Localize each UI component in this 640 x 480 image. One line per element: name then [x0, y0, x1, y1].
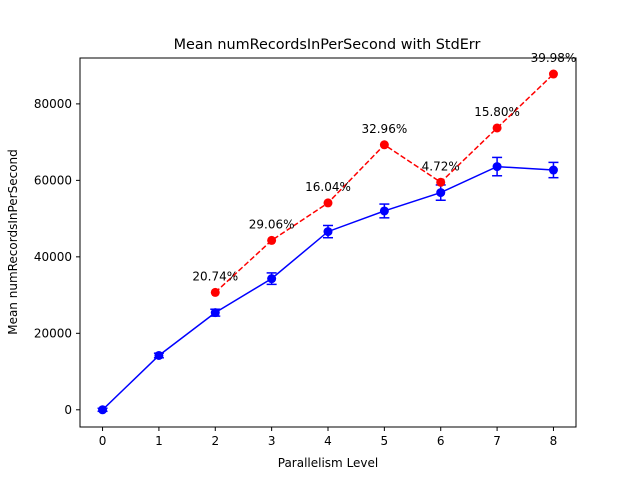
x-axis-label: Parallelism Level [278, 456, 379, 470]
series-1-point [267, 235, 277, 245]
series-1-point [548, 69, 558, 79]
series-1-point [379, 140, 389, 150]
series-0-point [98, 405, 108, 415]
series-0-point [379, 206, 389, 216]
x-tick-label: 0 [99, 434, 107, 448]
y-tick-label: 60000 [34, 173, 72, 187]
y-tick-label: 0 [64, 403, 72, 417]
x-tick-label: 3 [268, 434, 276, 448]
y-tick-label: 80000 [34, 97, 72, 111]
plot-area [97, 69, 559, 415]
chart-title: Mean numRecordsInPerSecond with StdErr [174, 37, 481, 53]
x-tick-label: 7 [493, 434, 501, 448]
x-tick-label: 1 [155, 434, 163, 448]
y-tick-label: 20000 [34, 326, 72, 340]
data-label: 39.98% [531, 51, 577, 65]
series-0-point [436, 188, 446, 198]
series-1-point [210, 287, 220, 297]
data-label: 32.96% [361, 122, 407, 136]
series-0-point [323, 227, 333, 237]
series-0-point [548, 165, 558, 175]
data-label: 20.74% [192, 269, 238, 283]
y-axis-label: Mean numRecordsInPerSecond [6, 149, 20, 335]
x-tick-label: 5 [381, 434, 389, 448]
x-tick-label: 8 [550, 434, 558, 448]
series-1-point [323, 198, 333, 208]
series-0-point [210, 308, 220, 318]
data-label: 15.80% [474, 105, 520, 119]
series-0-point [154, 350, 164, 360]
data-label: 16.04% [305, 180, 351, 194]
data-label: 4.72% [422, 159, 460, 173]
series-1-point [436, 177, 446, 187]
x-tick-label: 2 [211, 434, 219, 448]
x-tick-label: 6 [437, 434, 445, 448]
y-tick-label: 40000 [34, 250, 72, 264]
series-1-point [492, 123, 502, 133]
data-label: 29.06% [249, 217, 295, 231]
series-0-point [267, 274, 277, 284]
series-0-point [492, 162, 502, 172]
x-tick-label: 4 [324, 434, 332, 448]
